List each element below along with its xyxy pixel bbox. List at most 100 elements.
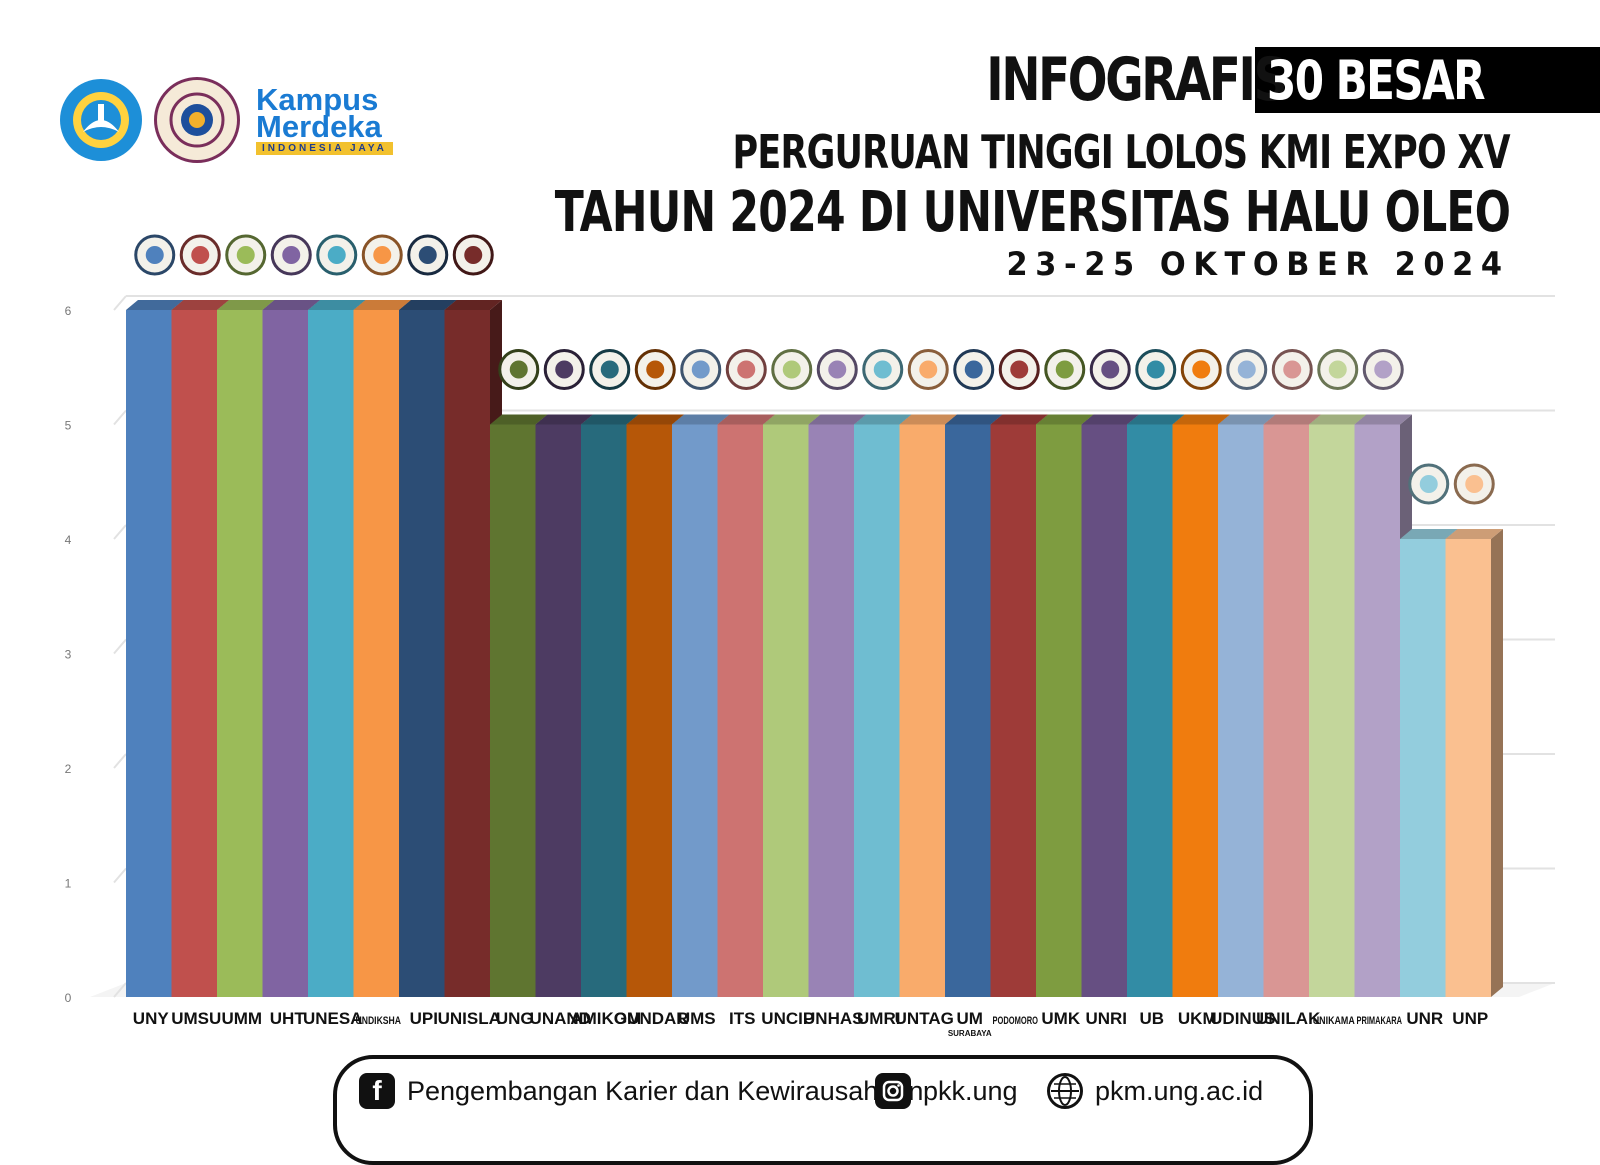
university-logo-center: [646, 360, 665, 379]
university-logo-center: [691, 360, 710, 379]
globe-icon: [1047, 1073, 1083, 1109]
university-logo-center: [555, 360, 574, 379]
gridline-diag: [113, 638, 127, 655]
kampus-merdeka-logo: Kampus Merdeka INDONESIA JAYA: [256, 81, 393, 155]
x-tick-label: UMM: [221, 1009, 262, 1028]
bar-top: [581, 414, 639, 425]
bar-top: [535, 414, 593, 425]
bar: [490, 424, 536, 997]
website-label: pkm.ung.ac.id: [1095, 1075, 1264, 1106]
university-logo-center: [828, 360, 847, 379]
bar-top: [899, 414, 957, 425]
bar-top: [399, 300, 457, 310]
bar-top: [945, 414, 1003, 425]
university-logo-center: [600, 360, 619, 379]
university-logo-center: [1237, 360, 1256, 379]
x-tick-label: GUNDAR: [614, 1009, 689, 1028]
university-logo-center: [509, 360, 528, 379]
bar: [1400, 539, 1446, 997]
instagram-label: pkk.ung: [923, 1075, 1018, 1106]
bar-top: [1354, 414, 1412, 425]
bar-top: [217, 300, 275, 310]
bar: [1172, 424, 1218, 997]
bar: [717, 424, 763, 997]
y-tick-label: 5: [65, 419, 72, 433]
gridline-diag: [113, 524, 127, 540]
university-logo-center: [873, 360, 892, 379]
university-logo-center: [418, 246, 437, 264]
bar: [672, 424, 718, 997]
bar-top: [763, 414, 821, 425]
university-logo-center: [373, 246, 392, 264]
bar-top: [672, 414, 730, 425]
university-logo-center: [1055, 360, 1074, 379]
bar: [126, 310, 172, 997]
bar: [763, 424, 809, 997]
university-logo-center: [1010, 360, 1029, 379]
footer-website[interactable]: pkm.ung.ac.id: [1047, 1073, 1263, 1109]
bar-top: [808, 414, 866, 425]
gridline-diag: [113, 295, 127, 311]
bar-top: [490, 414, 548, 425]
title-badge: 30 BESAR: [1255, 47, 1600, 113]
university-logo-center: [919, 360, 938, 379]
university-logo-center: [1146, 360, 1165, 379]
bar-top: [353, 300, 411, 310]
subtitle-line-1: PERGURUAN TINGGI LOLOS KMI EXPO XV: [732, 125, 1511, 179]
brand-tagline: INDONESIA JAYA: [256, 141, 393, 155]
x-tick-label: AMIKOM: [570, 1009, 641, 1028]
bar-top: [1172, 414, 1230, 425]
brand-line-2: Merdeka: [256, 108, 382, 144]
university-logo-center: [1374, 360, 1393, 379]
x-tick-label: UNIKAMA: [1313, 1015, 1355, 1027]
bar-top: [171, 300, 229, 310]
x-tick-label: PODOMORO: [993, 1015, 1039, 1027]
x-tick-label: UMK: [1041, 1009, 1080, 1028]
bar: [626, 424, 672, 997]
university-logo-center: [1101, 360, 1120, 379]
bar-top: [1445, 529, 1503, 539]
y-tick-label: 6: [65, 304, 72, 318]
subtitle-line-2: TAHUN 2024 DI UNIVERSITAS HALU OLEO: [554, 180, 1511, 245]
bar: [1036, 424, 1082, 997]
gridline-diag: [113, 753, 127, 769]
x-tick-label: UNTAG: [895, 1009, 954, 1028]
tut-wuri-handayani-logo: [60, 79, 142, 161]
bar-side: [1491, 529, 1503, 997]
bar: [1263, 424, 1309, 997]
university-logo-center: [782, 360, 801, 379]
x-tick-label: UDINUS: [1210, 1009, 1275, 1028]
x-tick-label: UNHAS: [803, 1009, 863, 1028]
y-tick-label: 4: [65, 533, 72, 547]
x-tick-label: ITS: [729, 1009, 755, 1028]
x-tick-label: UMSU: [171, 1009, 221, 1028]
footer-instagram[interactable]: pkk.ung: [875, 1073, 1018, 1109]
x-tick-label: UPI: [410, 1009, 438, 1028]
footer-contact: f Pengembangan Karier dan Kewirausahaan …: [333, 1055, 1313, 1165]
x-tick-label: UNG: [496, 1009, 534, 1028]
y-tick-label: 0: [65, 991, 72, 1005]
bar: [1309, 424, 1355, 997]
bar-top: [717, 414, 775, 425]
event-date: 23-25 OKTOBER 2024: [1006, 245, 1510, 283]
university-logo-center: [236, 246, 255, 264]
bar: [1081, 424, 1127, 997]
bar: [353, 310, 399, 997]
bar: [1218, 424, 1264, 997]
bar: [899, 424, 945, 997]
x-tick-label: UHT: [270, 1009, 306, 1028]
gridline-diag: [113, 409, 127, 426]
bar: [171, 310, 217, 997]
header-logos: Kampus Merdeka INDONESIA JAYA: [60, 70, 393, 170]
x-tick-label: UNAND: [530, 1009, 591, 1028]
university-logo-center: [327, 246, 346, 264]
bar-top: [990, 414, 1048, 425]
bar-top: [262, 300, 320, 310]
brand-line-1: Kampus: [256, 81, 379, 117]
x-tick-label: UNILAK: [1256, 1009, 1321, 1028]
bar-top: [1263, 414, 1321, 425]
y-tick-label: 2: [65, 762, 72, 776]
bar-top: [308, 300, 366, 310]
footer-facebook[interactable]: f Pengembangan Karier dan Kewirausahaan: [359, 1073, 923, 1109]
